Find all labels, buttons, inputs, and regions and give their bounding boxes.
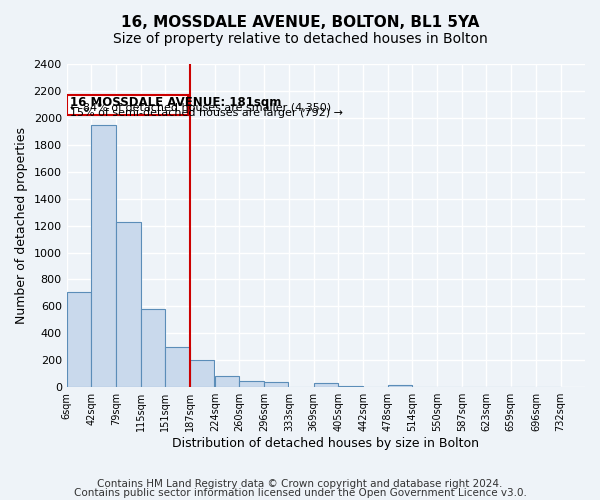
Bar bbox=[388, 385, 412, 387]
Text: ← 84% of detached houses are smaller (4,350): ← 84% of detached houses are smaller (4,… bbox=[70, 102, 331, 113]
Bar bbox=[190, 360, 214, 387]
Bar bbox=[67, 292, 91, 387]
Bar bbox=[215, 376, 239, 387]
Text: 16 MOSSDALE AVENUE: 181sqm: 16 MOSSDALE AVENUE: 181sqm bbox=[70, 96, 281, 109]
Bar bbox=[116, 222, 141, 387]
Text: 15% of semi-detached houses are larger (792) →: 15% of semi-detached houses are larger (… bbox=[70, 108, 343, 118]
Bar bbox=[338, 386, 362, 387]
Text: 16, MOSSDALE AVENUE, BOLTON, BL1 5YA: 16, MOSSDALE AVENUE, BOLTON, BL1 5YA bbox=[121, 15, 479, 30]
X-axis label: Distribution of detached houses by size in Bolton: Distribution of detached houses by size … bbox=[172, 437, 479, 450]
Bar bbox=[91, 124, 116, 387]
FancyBboxPatch shape bbox=[67, 95, 188, 115]
Bar bbox=[239, 381, 264, 387]
Bar bbox=[264, 382, 289, 387]
Bar bbox=[314, 383, 338, 387]
Bar bbox=[165, 347, 190, 387]
Text: Size of property relative to detached houses in Bolton: Size of property relative to detached ho… bbox=[113, 32, 487, 46]
Y-axis label: Number of detached properties: Number of detached properties bbox=[15, 127, 28, 324]
Text: Contains public sector information licensed under the Open Government Licence v3: Contains public sector information licen… bbox=[74, 488, 526, 498]
Text: Contains HM Land Registry data © Crown copyright and database right 2024.: Contains HM Land Registry data © Crown c… bbox=[97, 479, 503, 489]
Bar bbox=[141, 309, 165, 387]
